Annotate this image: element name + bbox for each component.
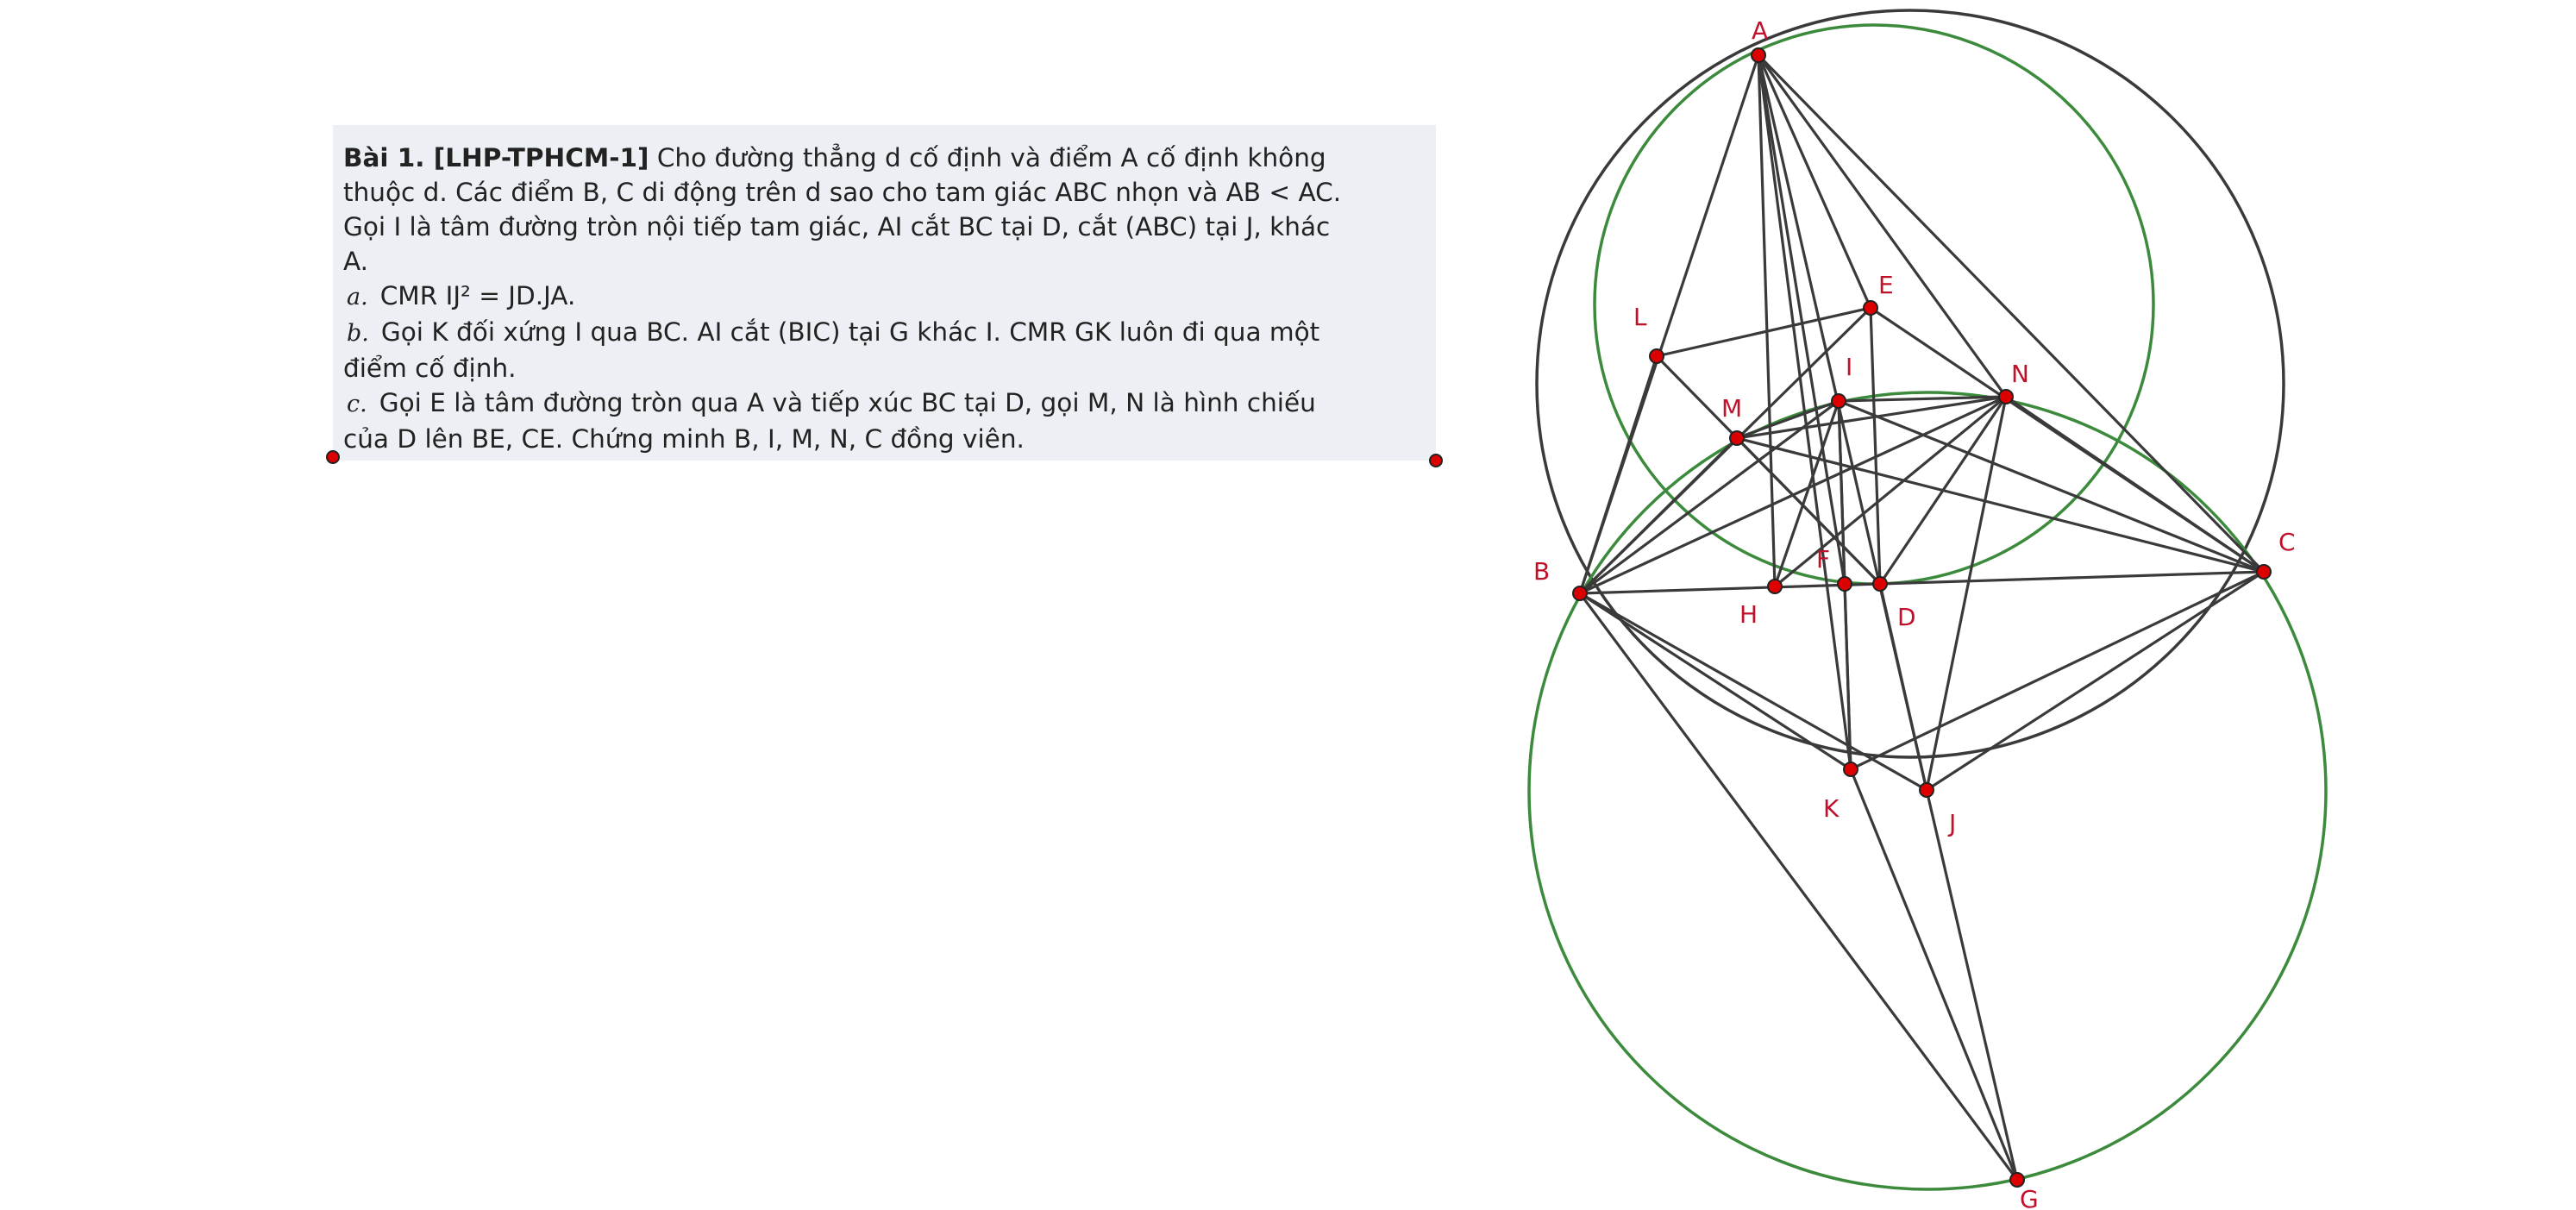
part-b-text-2: điểm cố định. [343, 354, 517, 383]
point-label-d: D [1897, 603, 1916, 631]
point-label-h: H [1739, 600, 1758, 629]
segment-ib [1578, 399, 1840, 595]
segment-mb [1578, 436, 1739, 595]
problem-statement: Bài 1. [LHP-TPHCM-1] Cho đường thẳng d c… [333, 125, 1436, 461]
problem-line-3: Gọi I là tâm đường tròn nội tiếp tam giá… [343, 212, 1331, 241]
segment-nh [1773, 395, 2008, 588]
problem-line-4: A. [343, 247, 369, 276]
problem-title: Bài 1. [LHP-TPHCM-1] [343, 143, 649, 172]
point-label-k: K [1823, 794, 1840, 823]
segment-bk [1578, 592, 1852, 771]
point-label-g: G [2020, 1185, 2039, 1210]
problem-line-2: thuộc d. Các điểm B, C di động trên d sa… [343, 178, 1342, 207]
segment-bg [1578, 592, 2019, 1182]
point-e[interactable] [1863, 300, 1878, 316]
part-a-label: a. [347, 284, 368, 310]
segment-jc [1925, 570, 2266, 792]
part-b-label: b. [347, 320, 369, 347]
segment-im [1735, 399, 1840, 440]
point-b[interactable] [1572, 586, 1588, 601]
segment-ae [1757, 53, 1872, 310]
point-l[interactable] [1649, 348, 1664, 364]
segment-kf [1843, 582, 1852, 771]
segment-le [1655, 306, 1872, 358]
segment-af [1757, 53, 1846, 586]
segment-bj [1578, 592, 1928, 792]
part-a-text: CMR IJ² = JD.JA. [379, 281, 576, 310]
point-label-n: N [2011, 360, 2029, 388]
segment-nj [1925, 395, 2008, 792]
point-n[interactable] [1998, 389, 2014, 404]
point-label-b: B [1533, 557, 1550, 586]
part-c-label: c. [347, 391, 367, 417]
point-k[interactable] [1843, 762, 1858, 777]
segment-jd [1878, 582, 1928, 792]
segment-mn [1735, 395, 2008, 440]
segment-kc [1849, 570, 2266, 771]
point-label-j: J [1947, 809, 1956, 837]
point-g[interactable] [2009, 1172, 2025, 1188]
segment-md [1735, 436, 1882, 586]
part-c-text-1: Gọi E là tâm đường tròn qua A và tiếp xú… [379, 388, 1316, 417]
point-h[interactable] [1767, 579, 1783, 594]
circle-bic [1527, 391, 2328, 1191]
segment-ed [1869, 306, 1882, 586]
part-c-text-2: của D lên BE, CE. Chứng minh B, I, M, N,… [343, 424, 1025, 454]
segment-nc [2004, 395, 2266, 574]
point-m[interactable] [1729, 430, 1745, 446]
segment-ac [1757, 53, 2266, 574]
segment-bc [1578, 570, 2266, 595]
segment-in [1837, 395, 2008, 403]
point-label-f: F [1816, 545, 1830, 574]
point-label-m: M [1721, 394, 1742, 423]
point-label-e: E [1878, 271, 1894, 299]
point-d[interactable] [1872, 576, 1888, 592]
resize-handle-right[interactable] [1429, 454, 1443, 467]
point-i[interactable] [1831, 393, 1846, 409]
part-b-text-1: Gọi K đối xứng I qua BC. AI cắt (BIC) tạ… [380, 317, 1320, 347]
problem-line-1: Cho đường thẳng d cố định và điểm A cố đ… [649, 143, 1326, 172]
resize-handle-left[interactable] [326, 450, 340, 464]
point-label-l: L [1633, 303, 1647, 331]
point-a[interactable] [1751, 47, 1766, 63]
segment-lb [1578, 354, 1658, 595]
segment-ih [1773, 399, 1840, 588]
segment-an [1757, 53, 2008, 398]
segment-ic [1837, 399, 2266, 574]
point-label-i: I [1846, 353, 1852, 381]
segment-ah [1757, 53, 1777, 588]
segment-mc [1735, 436, 2266, 574]
segment-jg [1925, 788, 2019, 1182]
point-c[interactable] [2256, 564, 2272, 580]
point-label-a: A [1752, 16, 1768, 45]
point-f[interactable] [1837, 576, 1852, 592]
segment-nd [1878, 395, 2008, 586]
segment-nb [1578, 395, 2008, 595]
segment-kg [1849, 768, 2019, 1182]
circumcircle-abc [1535, 9, 2285, 759]
point-j[interactable] [1919, 782, 1934, 798]
point-label-c: C [2278, 528, 2296, 556]
